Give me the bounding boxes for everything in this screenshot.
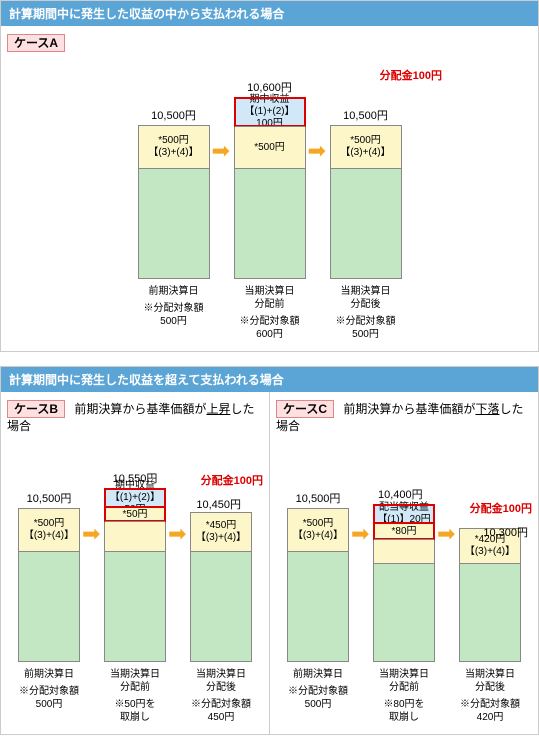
- price-label: 10,500円: [27, 490, 72, 506]
- bar-stack: 期中収益【(1)+(2)】50円*50円: [104, 488, 166, 662]
- column-label: 当期決算日分配後※分配対象額420円: [459, 668, 521, 724]
- chart-a: 10,500円*500円【(3)+(4)】➡10,600円期中収益【(1)+(2…: [5, 59, 534, 279]
- bar-segment: *500円【(3)+(4)】: [331, 126, 401, 168]
- bar-segment: [374, 563, 434, 661]
- column-label: 当期決算日分配前※80円を取崩し: [373, 668, 435, 724]
- bar-segment: *50円: [105, 507, 165, 521]
- case-c: ケースC 前期決算から基準価額が下落した場合 分配金100円 10,400円 1…: [269, 392, 538, 734]
- distrib-a: 分配金100円: [380, 67, 442, 83]
- panel2-header: 計算期間中に発生した収益を超えて支払われる場合: [1, 367, 538, 392]
- column-label: 前期決算日※分配対象額500円: [287, 668, 349, 724]
- arrow-icon: ➡: [168, 521, 188, 547]
- case-c-ud: 下落: [475, 402, 499, 416]
- column-label: 当期決算日分配前※50円を取崩し: [104, 668, 166, 724]
- bar-segment: [139, 168, 209, 278]
- case-b: ケースB 前期決算から基準価額が上昇した場合 分配金100円 10,450円 1…: [1, 392, 269, 734]
- bar-stack: *500円【(3)+(4)】: [138, 125, 210, 279]
- bar-segment: [235, 168, 305, 278]
- case-c-sub1: 前期決算から基準価額が: [343, 402, 475, 416]
- case-a-label: ケースA: [7, 34, 534, 51]
- bar-segment: 配当等収益【(1)】20円: [374, 505, 434, 523]
- case-a-tag: ケースA: [7, 34, 65, 52]
- distrib-b: 分配金100円: [201, 472, 263, 488]
- bar-segment: [288, 551, 348, 661]
- bar-segment: *500円【(3)+(4)】: [139, 126, 209, 168]
- panel-top: 計算期間中に発生した収益の中から支払われる場合 ケースA 分配金100円 10,…: [0, 0, 539, 352]
- bar-segment: [105, 521, 165, 551]
- arrow-icon: ➡: [82, 521, 102, 547]
- bar-segment: *450円【(3)+(4)】: [191, 513, 251, 551]
- labels-c: 前期決算日※分配対象額500円当期決算日分配前※80円を取崩し当期決算日分配後※…: [274, 668, 534, 724]
- labels-a: 前期決算日※分配対象額500円当期決算日分配前※分配対象額600円当期決算日分配…: [5, 285, 534, 341]
- bar-segment: *500円【(3)+(4)】: [19, 509, 79, 551]
- bar-segment: 期中収益【(1)+(2)】50円: [105, 489, 165, 507]
- bar-segment: *80円: [374, 523, 434, 539]
- arrow-icon: ➡: [212, 138, 232, 164]
- bar-stack: *500円【(3)+(4)】: [330, 125, 402, 279]
- chart-c: 10,500円*500円【(3)+(4)】➡ 配当等収益【(1)】20円*80円…: [274, 442, 534, 662]
- labels-b: 前期決算日※分配対象額500円当期決算日分配前※50円を取崩し当期決算日分配後※…: [5, 668, 265, 724]
- distrib-c: 分配金100円: [470, 500, 532, 516]
- case-c-label: ケースC 前期決算から基準価額が下落した場合: [276, 400, 534, 434]
- bar-column: 10,500円 *500円【(3)+(4)】: [330, 107, 402, 279]
- panel-header: 計算期間中に発生した収益の中から支払われる場合: [1, 1, 538, 26]
- bar-segment: [460, 563, 520, 661]
- column-label: 前期決算日※分配対象額500円: [138, 285, 210, 341]
- column-label: 当期決算日分配後※分配対象額450円: [190, 668, 252, 724]
- bar-column: 10,500円 *500円【(3)+(4)】: [287, 490, 349, 662]
- bar-segment: [374, 539, 434, 563]
- bar-segment: *500円【(3)+(4)】: [288, 509, 348, 551]
- bar-stack: 配当等収益【(1)】20円*80円: [373, 504, 435, 662]
- bar-stack: *500円【(3)+(4)】: [18, 508, 80, 662]
- bar-column: 10,600円期中収益【(1)+(2)】100円*500円: [234, 79, 306, 279]
- case-b-label: ケースB 前期決算から基準価額が上昇した場合: [7, 400, 265, 434]
- price-label: 10,500円: [151, 107, 196, 123]
- bar-segment: [331, 168, 401, 278]
- case-b-ud: 上昇: [206, 402, 230, 416]
- case-b-tag: ケースB: [7, 400, 65, 418]
- bar-segment: [105, 551, 165, 661]
- arrow-icon: ➡: [437, 521, 457, 547]
- arrow-icon: ➡: [351, 521, 371, 547]
- bar-stack: 期中収益【(1)+(2)】100円*500円: [234, 97, 306, 279]
- midprice-c-bot: 10,300円: [483, 524, 528, 540]
- midprice-c-top: 10,400円: [378, 486, 423, 502]
- bar-column: 10,500円 *500円【(3)+(4)】: [138, 107, 210, 279]
- price-label: 10,600円: [247, 79, 292, 95]
- bar-stack: *420円【(3)+(4)】: [459, 528, 521, 662]
- bar-segment: *500円: [235, 126, 305, 168]
- bar-column: 配当等収益【(1)】20円*80円: [373, 490, 435, 662]
- case-c-tag: ケースC: [276, 400, 334, 418]
- case-b-sub1: 前期決算から基準価額が: [74, 402, 206, 416]
- bar-segment: [19, 551, 79, 661]
- bar-column: 10,550円期中収益【(1)+(2)】50円*50円: [104, 470, 166, 662]
- panel-bottom: 計算期間中に発生した収益を超えて支払われる場合 ケースB 前期決算から基準価額が…: [0, 366, 539, 735]
- bar-stack: *450円【(3)+(4)】: [190, 512, 252, 662]
- case-a: ケースA 分配金100円 10,500円*500円【(3)+(4)】➡10,60…: [1, 26, 538, 351]
- price-label: 10,500円: [343, 107, 388, 123]
- bar-column: *450円【(3)+(4)】: [190, 498, 252, 662]
- arrow-icon: ➡: [308, 138, 328, 164]
- column-label: 当期決算日分配後※分配対象額500円: [330, 285, 402, 341]
- bar-stack: *500円【(3)+(4)】: [287, 508, 349, 662]
- column-label: 前期決算日※分配対象額500円: [18, 668, 80, 724]
- bar-segment: [191, 551, 251, 661]
- bar-column: 10,500円 *500円【(3)+(4)】: [18, 490, 80, 662]
- column-label: 当期決算日分配前※分配対象額600円: [234, 285, 306, 341]
- midprice-b: 10,450円: [196, 496, 241, 512]
- price-label: 10,500円: [296, 490, 341, 506]
- bar-segment: 期中収益【(1)+(2)】100円: [235, 98, 305, 126]
